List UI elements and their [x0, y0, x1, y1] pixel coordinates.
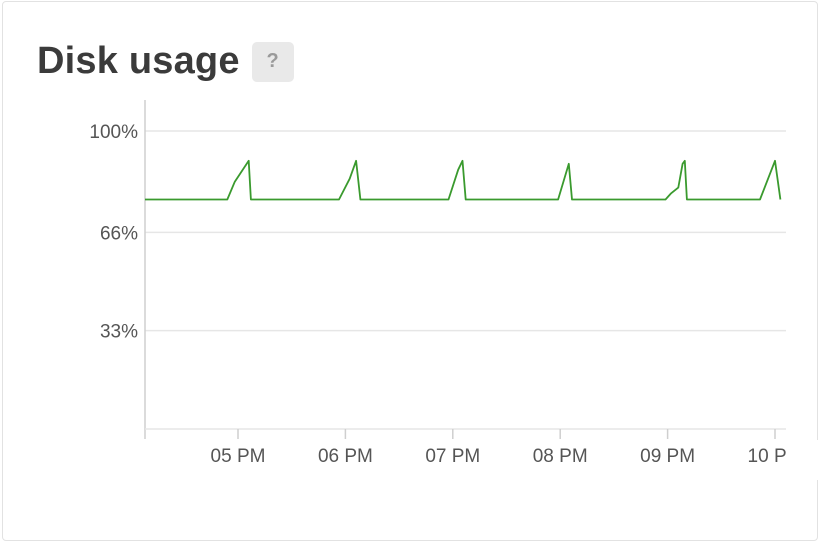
chart-title: Disk usage [37, 40, 240, 82]
y-tick-label: 66% [100, 223, 138, 244]
y-tick-label: 33% [100, 322, 138, 343]
help-button[interactable]: ? [251, 41, 294, 82]
y-tick-label: 100% [89, 122, 138, 143]
x-tick-label: 06 PM [318, 446, 373, 467]
x-tick-label: 05 PM [211, 446, 266, 467]
x-tick-label: 08 PM [533, 446, 588, 467]
series-line [145, 159, 782, 201]
x-label-overflow-mask [787, 440, 826, 480]
card-header: Disk usage ? [37, 40, 294, 83]
x-tick-label: 07 PM [425, 446, 480, 467]
x-tick-label: 09 PM [640, 446, 695, 467]
